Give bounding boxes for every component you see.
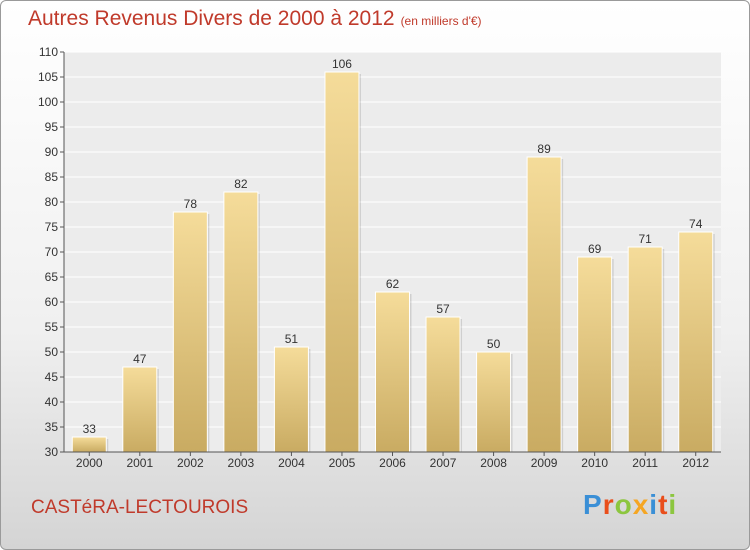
bar-value-label: 69 (588, 242, 602, 256)
bar-value-label: 82 (234, 177, 248, 191)
x-tick-label: 2000 (76, 456, 103, 470)
x-tick-label: 2011 (632, 456, 658, 470)
bar-value-label: 74 (689, 217, 703, 231)
y-tick-label: 75 (45, 220, 59, 234)
logo-letter: r (602, 489, 615, 520)
bar-value-label: 78 (184, 197, 198, 211)
y-tick-label: 85 (45, 170, 59, 184)
bar (678, 231, 714, 453)
logo-letter: t (658, 489, 669, 520)
logo-letter: i (668, 489, 678, 520)
bar (627, 246, 663, 453)
bar-value-label: 47 (133, 352, 147, 366)
bar-value-label: 57 (436, 302, 450, 316)
bar (324, 71, 360, 453)
logo-letter: i (649, 489, 659, 520)
y-tick-label: 95 (45, 120, 59, 134)
proxiti-logo: Proxiti (583, 489, 677, 521)
y-tick-label: 30 (45, 445, 59, 459)
bar (223, 191, 259, 453)
logo-letter: P (583, 489, 603, 520)
x-tick-label: 2009 (531, 456, 558, 470)
bar (122, 366, 158, 453)
bar (375, 291, 410, 453)
title-unit: (en milliers d'€) (400, 14, 482, 28)
x-tick-label: 2003 (228, 456, 255, 470)
bar-value-label: 71 (639, 232, 653, 246)
bar (476, 351, 512, 453)
bar (172, 211, 208, 453)
x-tick-label: 2012 (682, 456, 709, 470)
y-tick-label: 110 (39, 45, 58, 59)
y-tick-label: 90 (45, 145, 59, 159)
bar-value-label: 62 (386, 277, 400, 291)
bar-value-label: 106 (332, 57, 352, 71)
y-tick-label: 80 (45, 195, 59, 209)
x-tick-label: 2004 (278, 456, 305, 470)
city-name: CASTéRA-LECTOUROIS (31, 497, 249, 518)
chart-title: Autres Revenus Divers de 2000 à 2012 (en … (28, 7, 482, 31)
y-tick-label: 70 (45, 245, 59, 259)
bar-value-label: 51 (285, 332, 299, 346)
logo-letter: x (632, 489, 650, 520)
x-tick-label: 2007 (430, 456, 457, 470)
bar (273, 346, 309, 453)
bar-value-label: 89 (537, 142, 551, 156)
bar-value-label: 33 (83, 422, 97, 436)
y-tick-label: 65 (45, 270, 59, 284)
bar (71, 436, 107, 453)
bar (577, 256, 613, 453)
bar (425, 316, 461, 453)
y-tick-label: 35 (45, 420, 59, 434)
x-tick-label: 2002 (177, 456, 204, 470)
y-tick-label: 45 (45, 370, 59, 384)
bar-value-label: 50 (487, 337, 501, 351)
x-tick-label: 2005 (329, 456, 356, 470)
y-tick-label: 50 (45, 345, 59, 359)
x-tick-label: 2001 (126, 456, 153, 470)
y-tick-label: 40 (45, 395, 59, 409)
y-tick-label: 55 (45, 320, 59, 334)
x-tick-label: 2010 (581, 456, 608, 470)
x-tick-label: 2008 (480, 456, 507, 470)
y-tick-label: 100 (38, 95, 58, 109)
title-main: Autres Revenus Divers de 2000 à 2012 (28, 7, 395, 30)
y-tick-label: 60 (45, 295, 59, 309)
logo-letter: o (614, 489, 633, 520)
x-tick-label: 2006 (379, 456, 406, 470)
bar (526, 156, 562, 453)
y-tick-label: 105 (38, 70, 58, 84)
